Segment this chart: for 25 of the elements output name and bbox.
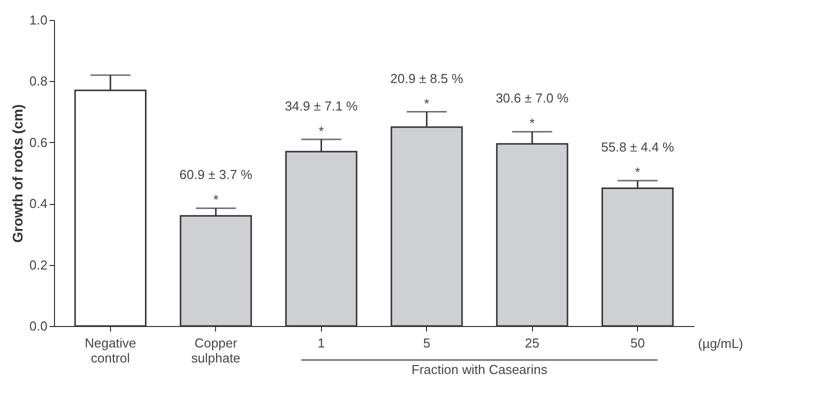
x-tick-label: Negative control xyxy=(84,336,136,366)
text: (µg/mL) xyxy=(698,336,744,351)
annotation: 30.6 ± 7.0 % xyxy=(496,90,570,106)
x-tick-label: 25 xyxy=(524,336,540,350)
annotation: 34.9 ± 7.1 % xyxy=(284,98,358,114)
y-axis-title: Growth of roots (cm) xyxy=(9,104,26,243)
y-tick-label: 0.8 xyxy=(29,74,48,89)
annotation: * xyxy=(530,116,535,131)
y-tick-label: 0.0 xyxy=(29,318,48,334)
annotation: 20.9 ± 8.5 % xyxy=(390,70,464,86)
y-tick-label: 0.2 xyxy=(29,257,48,272)
annotation: 60.9 ± 3.7 % xyxy=(179,167,253,182)
x-tick-label: 1 xyxy=(318,336,325,350)
y-tick-label: 0.6 xyxy=(29,134,48,150)
annotation: * xyxy=(424,96,430,111)
annotation: 55.8 ± 4.4 % xyxy=(601,140,674,155)
text: Fraction with Casearins xyxy=(412,362,548,377)
annotation: * xyxy=(635,164,640,180)
x-tick-label: Copper sulphate xyxy=(191,336,240,366)
x-tick-label: 50 xyxy=(630,336,645,350)
x-tick-label: 5 xyxy=(423,336,430,350)
y-tick-label: 1.0 xyxy=(29,12,48,28)
annotation: * xyxy=(213,192,218,208)
annotation: * xyxy=(318,123,324,138)
y-tick-label: 0.4 xyxy=(29,196,48,212)
